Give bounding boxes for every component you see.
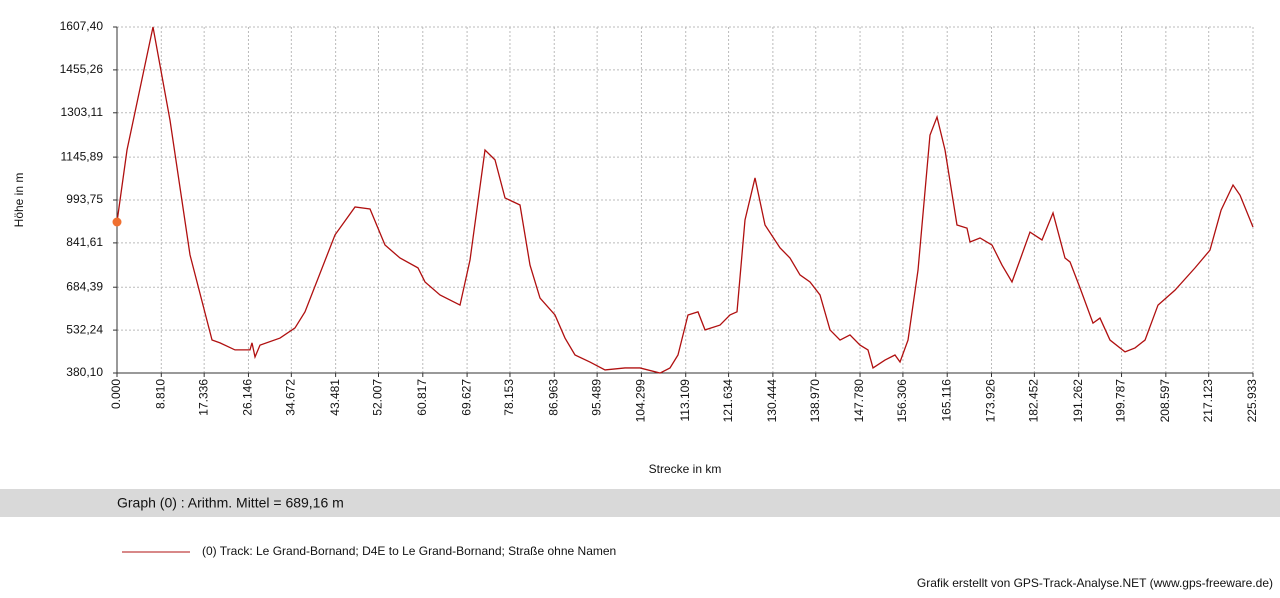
y-tick-label: 1455,26 <box>60 62 104 76</box>
x-tick-label: 86.963 <box>546 379 560 416</box>
line-series <box>116 26 1254 374</box>
x-tick-label: 95.489 <box>589 379 603 416</box>
y-tick-label: 1145,89 <box>61 149 104 163</box>
x-tick-label: 225.933 <box>1245 379 1259 423</box>
legend-label: (0) Track: Le Grand-Bornand; D4E to Le G… <box>202 544 616 558</box>
credit: Grafik erstellt von GPS-Track-Analyse.NE… <box>917 576 1273 590</box>
x-tick-label: 78.153 <box>502 379 516 416</box>
x-tick-label: 199.787 <box>1114 379 1128 423</box>
x-tick-label: 69.627 <box>459 379 473 416</box>
y-tick-label: 993,75 <box>66 192 103 206</box>
y-tick-label: 1303,11 <box>61 105 104 119</box>
x-tick-label: 138.970 <box>808 379 822 423</box>
start-marker <box>112 217 122 227</box>
x-tick-label: 34.672 <box>284 379 298 416</box>
y-axis-label: Höhe in m <box>12 173 26 228</box>
x-tick-label: 165.116 <box>939 379 953 422</box>
x-tick-label: 121.634 <box>721 379 735 423</box>
summary-band <box>0 489 1280 517</box>
summary: Graph (0) : Arithm. Mittel = 689,16 m <box>117 495 344 511</box>
x-tick-label: 217.123 <box>1201 379 1215 423</box>
y-tick-label: 684,39 <box>66 279 103 293</box>
y-tick-label: 532,24 <box>66 322 103 336</box>
x-tick-label: 8.810 <box>153 379 167 409</box>
x-tick-label: 104.299 <box>634 379 648 423</box>
x-tick-label: 173.926 <box>984 379 998 423</box>
x-tick-label: 43.481 <box>328 379 342 416</box>
x-tick-label: 130.444 <box>765 379 779 423</box>
x-tick-label: 60.817 <box>415 379 429 416</box>
y-tick-label: 1607,40 <box>60 19 104 33</box>
x-tick-label: 208.597 <box>1158 379 1172 423</box>
x-tick-label: 17.336 <box>196 379 210 416</box>
y-tick-label: 380,10 <box>66 365 103 379</box>
x-tick-label: 191.262 <box>1071 379 1085 423</box>
x-axis-label: Strecke in km <box>649 462 722 476</box>
x-tick-label: 52.007 <box>371 379 385 416</box>
x-tick-label: 113.109 <box>678 379 692 422</box>
x-tick-label: 0.000 <box>109 379 123 409</box>
x-tick-label: 147.780 <box>852 379 866 423</box>
y-tick-label: 841,61 <box>66 235 103 249</box>
x-tick-label: 26.146 <box>241 379 255 416</box>
x-tick-label: 182.452 <box>1027 379 1041 423</box>
x-tick-label: 156.306 <box>895 379 909 423</box>
